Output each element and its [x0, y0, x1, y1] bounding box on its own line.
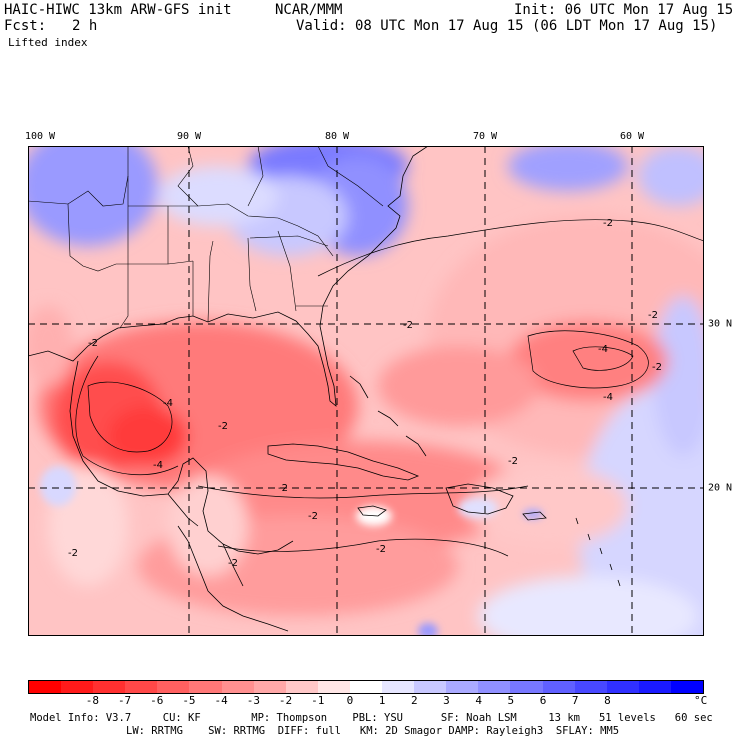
contour-label: -4 [163, 398, 173, 409]
contour-label: -2 [652, 362, 662, 373]
colorbar-swatch [61, 681, 94, 693]
colorbar-swatch [446, 681, 479, 693]
colorbar-swatch [253, 681, 286, 693]
contour-label: -2 [218, 421, 228, 432]
contour-label: -4 [603, 392, 613, 403]
contour-lines [75, 219, 704, 557]
contour-label: -2 [508, 456, 518, 467]
colorbar-tick-label: 5 [507, 694, 515, 707]
contour-label: -2 [376, 544, 386, 555]
lon-label-100w: 100 W [24, 131, 56, 142]
colorbar-swatch [125, 681, 158, 693]
colorbar-tick-label: 0 [346, 694, 354, 707]
colorbar-swatch [349, 681, 383, 693]
contour-label: -2 [308, 511, 318, 522]
colorbar-tick-label: -1 [311, 694, 325, 707]
colorbar-swatch [29, 681, 62, 693]
lat-label-20n: 20 N [708, 482, 733, 494]
colorbar [28, 680, 704, 694]
fcst-label: Fcst: [4, 18, 47, 34]
colorbar-swatch [157, 681, 190, 693]
contour-label: -2 [603, 218, 613, 229]
contour-label: -2 [403, 320, 413, 331]
valid-time: Valid: 08 UTC Mon 17 Aug 15 (06 LDT Mon … [296, 18, 718, 34]
colorbar-swatch [285, 681, 318, 693]
init-time: Init: 06 UTC Mon 17 Aug 15 [514, 2, 734, 18]
fcst-value: 2 h [72, 18, 98, 34]
state-borders [28, 146, 384, 329]
colorbar-tick-label: 6 [539, 694, 547, 707]
contour-label: -4 [153, 460, 163, 471]
colorbar-swatch [574, 681, 607, 693]
colorbar-swatch [317, 681, 350, 693]
colorbar-tick-label: 1 [378, 694, 386, 707]
colorbar-tick-label: -2 [278, 694, 293, 707]
field-shading [28, 146, 704, 636]
lon-label-60w: 60 W [619, 131, 645, 142]
lat-label-30n: 30 N [708, 318, 733, 330]
colorbar-tick-label: -5 [182, 694, 196, 707]
colorbar-tick-label: 3 [443, 694, 450, 707]
lifted-index-map: -2 -2 -2 -2 -4 -4 -4 -2 -2 -2 -4 -2 -2 -… [28, 146, 704, 636]
colorbar-swatch [382, 681, 415, 693]
field-name: Lifted index [8, 36, 88, 49]
colorbar-swatch [93, 681, 126, 693]
colorbar-swatch [542, 681, 575, 693]
contour-label: -2 [228, 558, 238, 569]
lon-label-80w: 80 W [324, 131, 350, 142]
contour-label: -2 [278, 483, 288, 494]
lon-label-90w: 90 W [176, 131, 202, 142]
colorbar-tick-label: 7 [571, 694, 579, 707]
contour-label: -2 [88, 338, 98, 349]
org-label: NCAR/MMM [275, 2, 343, 18]
colorbar-tick-label: -8 [85, 694, 99, 707]
colorbar-tick-label: -4 [214, 694, 228, 707]
map-frame [28, 146, 704, 636]
colorbar-tick-label: -7 [117, 694, 132, 707]
colorbar-tick-label: -3 [246, 694, 260, 707]
colorbar-swatch [670, 681, 703, 693]
lon-label-70w: 70 W [472, 131, 498, 142]
colorbar-tick-label: 8 [604, 694, 611, 707]
coastlines [28, 146, 621, 632]
model-title: HAIC-HIWC 13km ARW-GFS init [4, 2, 232, 18]
colorbar-swatch [638, 681, 671, 693]
contour-label: -2 [68, 548, 78, 559]
colorbar-swatch [414, 681, 447, 693]
contour-label: -4 [598, 344, 608, 355]
colorbar-tick-label: -6 [150, 694, 164, 707]
colorbar-swatch [510, 681, 543, 693]
colorbar-swatch [478, 681, 511, 693]
colorbar-swatch [606, 681, 639, 693]
model-info-line2: LW: RRTMG SW: RRTMG DIFF: full KM: 2D Sm… [126, 725, 620, 737]
colorbar-swatch [221, 681, 254, 693]
colorbar-tick-label: 2 [410, 694, 418, 707]
colorbar-swatch [189, 681, 222, 693]
colorbar-unit: °C [694, 694, 708, 707]
contour-label: -2 [648, 310, 658, 321]
colorbar-tick-label: 4 [475, 694, 482, 707]
graticule [28, 146, 704, 636]
stable-patches [40, 466, 543, 636]
model-info-line1: Model Info: V3.7 CU: KF MP: Thompson PBL… [30, 712, 713, 724]
